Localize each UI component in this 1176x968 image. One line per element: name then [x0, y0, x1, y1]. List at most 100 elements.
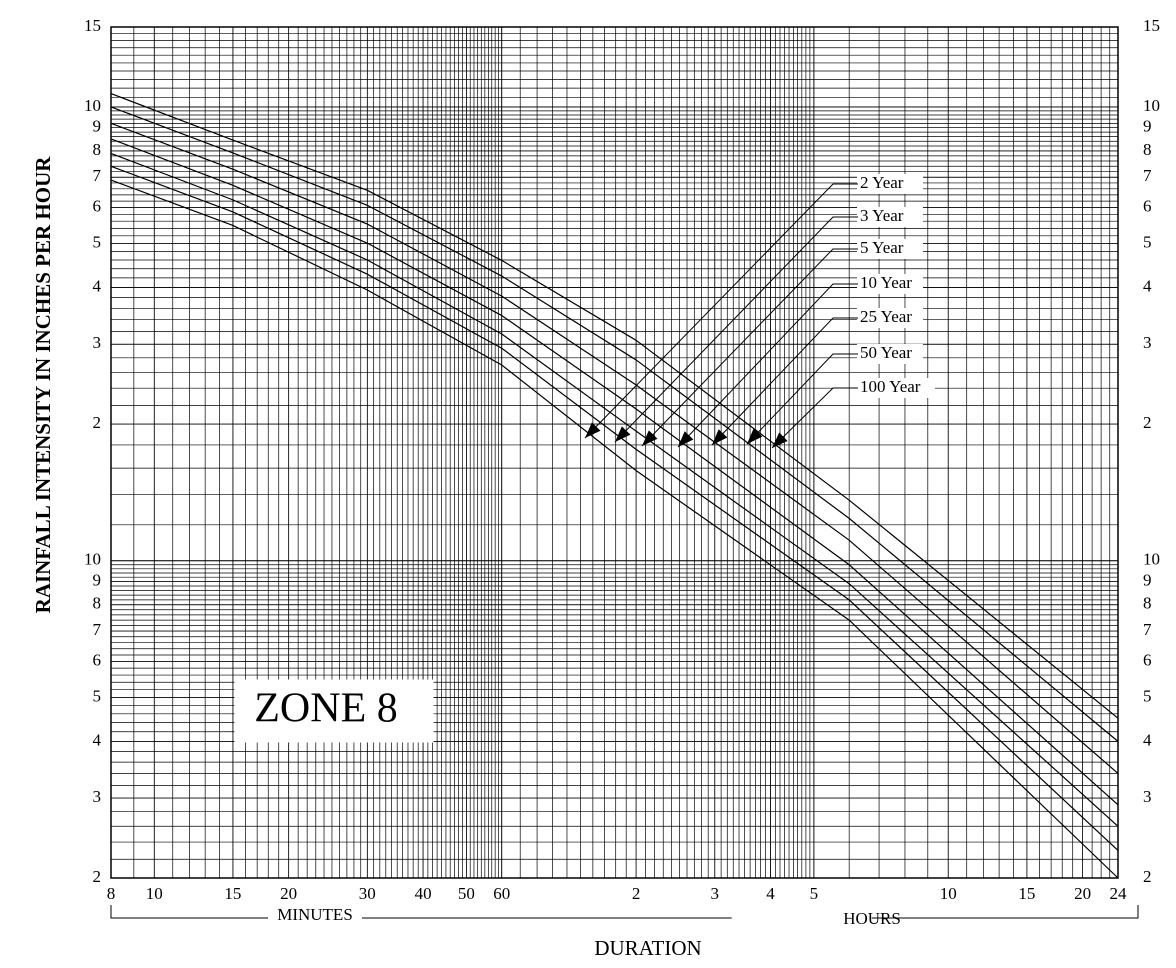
y-tick-label: 3 — [93, 787, 102, 806]
y-tick-label: 6 — [93, 650, 102, 669]
legend-leader — [584, 183, 858, 439]
y-tick-label: 4 — [93, 276, 102, 295]
legend-leader — [746, 353, 858, 445]
legend-bg — [857, 308, 923, 328]
legend-arrow — [615, 426, 631, 442]
y-tick-label: 5 — [93, 232, 102, 251]
legend-leader — [677, 283, 858, 448]
series-line — [110, 93, 1119, 719]
y-tick-label-right: 7 — [1143, 166, 1152, 185]
x-tick-label: 10 — [940, 884, 957, 903]
y-tick-label: 4 — [93, 730, 102, 749]
x-tick-label: 15 — [1018, 884, 1035, 903]
x-tick-label: 20 — [1074, 884, 1091, 903]
x-tick-label: 4 — [766, 884, 775, 903]
annotation: ZONE 8 — [254, 686, 397, 732]
x-tick-label: 8 — [107, 884, 116, 903]
legend-leader — [711, 317, 858, 446]
minutes-bracket — [110, 905, 1139, 919]
plot-frame — [110, 26, 1119, 879]
x-tick-label: 20 — [280, 884, 297, 903]
x-tick-label: 40 — [415, 884, 432, 903]
x-group-label: MINUTES — [277, 905, 353, 924]
series-line — [110, 106, 1119, 742]
y-tick-label-right: 15 — [1143, 16, 1160, 35]
y-tick-label: 8 — [93, 594, 102, 613]
y-axis-title: RAINFALL INTENSITY IN INCHES PER HOUR — [31, 156, 55, 614]
y-tick-label-right: 3 — [1143, 333, 1152, 352]
legend-label: 50 Year — [860, 343, 912, 362]
legend-label: 25 Year — [860, 307, 912, 326]
series-line — [110, 165, 1119, 851]
legend-label: 3 Year — [860, 206, 904, 225]
legend-bg — [857, 239, 923, 259]
y-tick-label-right: 10 — [1143, 96, 1160, 115]
y-tick-label: 2 — [93, 413, 102, 432]
y-tick-label-right: 6 — [1143, 197, 1152, 216]
x-tick-label: 2 — [632, 884, 641, 903]
legend-label: 100 Year — [860, 377, 921, 396]
legend-bg — [857, 174, 923, 194]
legend-arrow — [712, 429, 728, 445]
legend-label: 5 Year — [860, 238, 904, 257]
x-axis-title: DURATION — [594, 936, 701, 960]
legend-bg — [857, 274, 923, 294]
y-tick-label: 15 — [84, 16, 101, 35]
legend-leader — [771, 387, 858, 449]
legend-label: 10 Year — [860, 273, 912, 292]
x-tick-label: 15 — [224, 884, 241, 903]
series-line — [110, 122, 1119, 774]
y-tick-label-right: 9 — [1143, 570, 1152, 589]
y-tick-label-right: 4 — [1143, 730, 1152, 749]
legend-label: 2 Year — [860, 173, 904, 192]
legend-arrow — [678, 431, 694, 447]
y-tick-label-right: 4 — [1143, 276, 1152, 295]
legend-leader — [641, 248, 858, 447]
y-tick-label-right: 8 — [1143, 140, 1152, 159]
y-tick-label: 3 — [93, 333, 102, 352]
legend-arrow — [747, 428, 763, 444]
y-tick-label: 2 — [93, 867, 102, 886]
y-tick-label: 9 — [93, 570, 102, 589]
legend-bg — [857, 207, 923, 227]
x-tick-label: 10 — [146, 884, 163, 903]
y-tick-label: 10 — [84, 96, 101, 115]
legend-arrow — [772, 432, 788, 448]
legend-arrow — [585, 422, 601, 438]
x-tick-label: 5 — [810, 884, 819, 903]
y-tick-label: 9 — [93, 117, 102, 136]
y-tick-label-right: 5 — [1143, 232, 1152, 251]
series-line — [110, 152, 1119, 827]
minutes-bg — [268, 906, 362, 926]
legend-leader — [614, 216, 858, 443]
legend-arrow — [642, 430, 658, 446]
series-line — [110, 179, 1119, 879]
y-tick-label: 10 — [84, 550, 101, 569]
x-tick-label: 30 — [359, 884, 376, 903]
y-tick-label: 8 — [93, 140, 102, 159]
y-tick-label: 5 — [93, 686, 102, 705]
x-tick-label: 3 — [711, 884, 720, 903]
y-tick-label: 7 — [93, 620, 102, 639]
y-tick-label-right: 6 — [1143, 650, 1152, 669]
x-group-label: HOURS — [843, 909, 901, 928]
legend-bg — [857, 378, 935, 398]
x-tick-label: 50 — [458, 884, 475, 903]
annotation-box — [234, 679, 434, 743]
y-tick-label: 6 — [93, 197, 102, 216]
y-tick-label-right: 7 — [1143, 620, 1152, 639]
y-tick-label-right: 2 — [1143, 867, 1152, 886]
y-tick-label-right: 8 — [1143, 594, 1152, 613]
series-line — [110, 138, 1119, 806]
x-tick-label: 24 — [1110, 884, 1128, 903]
x-tick-label: 60 — [493, 884, 510, 903]
y-tick-label-right: 3 — [1143, 787, 1152, 806]
y-tick-label: 7 — [93, 166, 102, 185]
y-tick-label-right: 2 — [1143, 413, 1152, 432]
y-tick-label-right: 9 — [1143, 117, 1152, 136]
y-tick-label-right: 5 — [1143, 686, 1152, 705]
y-tick-label-right: 10 — [1143, 550, 1160, 569]
